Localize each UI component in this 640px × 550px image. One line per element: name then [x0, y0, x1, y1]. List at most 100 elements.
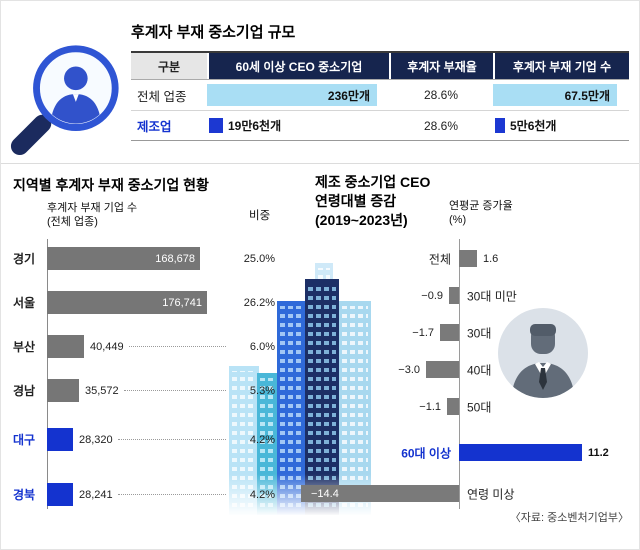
region-pct: 5.3%: [249, 384, 275, 397]
leader-line: [123, 390, 226, 391]
region-label: 경북: [13, 488, 36, 502]
no-successor-value: 5만6천개: [510, 119, 557, 133]
region-row-4: 경남 35,572 5.3%: [13, 379, 275, 402]
ceo-count-value: 236만개: [327, 88, 370, 103]
age-bar: [449, 287, 459, 304]
no-successor-bar: 67.5만개: [493, 84, 617, 106]
left-pct-column-header: 비중: [249, 210, 271, 222]
left-value-column-header: 후계자 부재 기업 수 (전체 업종): [47, 202, 138, 228]
age-label: 40대: [467, 363, 492, 377]
age-row-1: 전체 1.6: [301, 250, 631, 267]
region-label: 경남: [13, 384, 36, 398]
left-chart-title: 지역별 후계자 부재 중소기업 현황: [13, 177, 209, 193]
region-row-2: 서울 176,741 26.2%: [13, 291, 275, 314]
region-row-3: 부산 40,449 6.0%: [13, 335, 275, 358]
table-row-all-industries: 전체 업종 236만개 28.6% 67.5만개: [131, 80, 629, 110]
region-pct: 6.0%: [249, 340, 275, 353]
age-label: 50대: [467, 400, 492, 414]
source-note: 〈자료: 중소벤처기업부〉: [509, 512, 629, 524]
col-header-category: 구분: [131, 53, 207, 79]
region-bar: 176,741: [47, 291, 207, 314]
region-pct: 4.2%: [249, 433, 275, 446]
region-pct: 4.2%: [249, 488, 275, 501]
ceo-count-bar: 236만개: [207, 84, 377, 106]
right-axis-label: 연평균 증가율 (%): [449, 200, 513, 226]
region-value: 28,241: [79, 488, 113, 501]
leader-line: [212, 302, 226, 303]
col-header-count: 후계자 부재 기업 수: [493, 53, 629, 79]
ceo-avatar-icon: [498, 308, 588, 398]
age-bar: [447, 398, 459, 415]
regional-bar-chart: 경기 168,678 25.0% 서울 176,741 26.2% 부산 40,449 6.0%…: [13, 247, 275, 509]
region-value: 40,449: [90, 340, 124, 353]
region-bar: 168,678: [47, 247, 200, 270]
region-value: 176,741: [162, 296, 202, 309]
age-value: −1.1: [419, 400, 441, 413]
age-label: 30대 미만: [467, 289, 517, 303]
age-value: −0.9: [421, 289, 443, 302]
age-value: −3.0: [398, 363, 420, 376]
region-bar: [47, 483, 73, 506]
top-section-title: 후계자 부재 중소기업 규모: [131, 24, 296, 41]
region-value: 28,320: [79, 433, 113, 446]
region-bar: [47, 428, 73, 451]
region-label: 경기: [13, 252, 36, 266]
region-pct: 25.0%: [243, 252, 275, 265]
region-label: 서울: [13, 296, 36, 310]
person-magnifier-icon: [10, 45, 119, 156]
region-bar: [47, 379, 79, 402]
region-bar: [47, 335, 84, 358]
right-chart-axis: [459, 239, 460, 509]
region-value: 35,572: [85, 384, 119, 397]
age-label: 전체: [428, 252, 451, 266]
age-row-3: 30대 −1.7: [301, 324, 631, 341]
age-bar: [459, 250, 477, 267]
rate-value: 28.6%: [423, 118, 459, 133]
row-label: 전체 업종: [137, 89, 187, 104]
age-row-5: 50대 −1.1: [301, 398, 631, 415]
age-label: 30대: [467, 326, 492, 340]
ceo-count-mini-bar: [209, 118, 223, 133]
col-header-ceo60: 60세 이상 CEO 중소기업: [207, 53, 389, 79]
age-bar: [301, 485, 459, 502]
no-successor-mini-bar: [495, 118, 505, 133]
age-row-7: 연령 미상 −14.4: [301, 485, 631, 502]
leader-line: [117, 439, 226, 440]
age-bar: [440, 324, 459, 341]
age-row-4: 40대 −3.0: [301, 361, 631, 378]
age-value: −14.4: [311, 487, 339, 500]
table-row-manufacturing: 제조업 19만6천개 28.6% 5만6천개: [131, 110, 629, 140]
region-row-1: 경기 168,678 25.0%: [13, 247, 275, 270]
leader-line: [117, 494, 226, 495]
ceo-count-value: 19만6천개: [228, 119, 282, 133]
age-row-6: 60대 이상 11.2: [301, 444, 631, 461]
rate-value: 28.6%: [423, 88, 459, 102]
age-row-2: 30대 미만 −0.9: [301, 287, 631, 304]
age-value: −1.7: [412, 326, 434, 339]
age-label: 연령 미상: [467, 487, 515, 501]
col-header-rate: 후계자 부재율: [389, 53, 493, 79]
age-value: 11.2: [588, 446, 609, 459]
age-bar: [459, 444, 582, 461]
region-label: 부산: [13, 340, 36, 354]
age-value: 1.6: [483, 252, 499, 265]
leader-line: [205, 258, 226, 259]
right-chart-title: 제조 중소기업 CEO 연령대별 증감 (2019~2023년): [315, 174, 431, 228]
region-pct: 26.2%: [243, 296, 275, 309]
left-chart-axis: [47, 239, 48, 509]
row-label: 제조업: [137, 120, 172, 134]
age-label: 60대 이상: [401, 446, 451, 460]
age-bar: [426, 361, 459, 378]
city-buildings-illustration: [223, 263, 377, 516]
region-row-6: 경북 28,241 4.2%: [13, 483, 275, 506]
region-label: 대구: [13, 433, 36, 447]
age-group-bar-chart: 전체 1.6 30대 미만 −0.9 30대 −1.7 40대 −3.0 50대 −1.1 60대 …: [301, 250, 631, 510]
region-row-5: 대구 28,320 4.2%: [13, 428, 275, 451]
summary-table: 구분 60세 이상 CEO 중소기업 후계자 부재율 후계자 부재 기업 수 전…: [131, 51, 629, 141]
region-value: 168,678: [155, 252, 195, 265]
summary-table-header: 구분 60세 이상 CEO 중소기업 후계자 부재율 후계자 부재 기업 수: [131, 53, 629, 80]
section-divider: [1, 163, 639, 164]
leader-line: [128, 346, 226, 347]
no-successor-value: 67.5만개: [564, 88, 610, 103]
